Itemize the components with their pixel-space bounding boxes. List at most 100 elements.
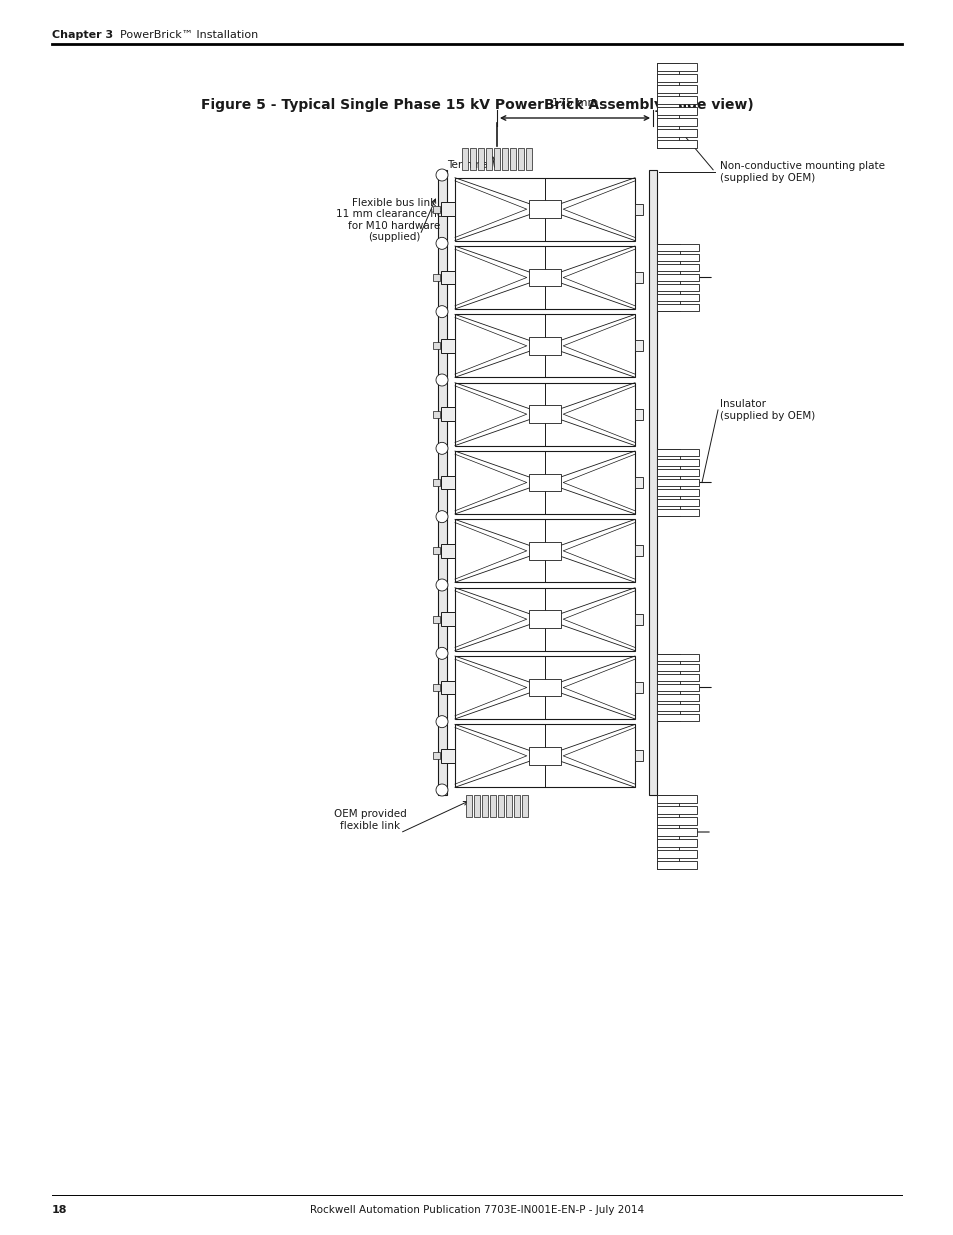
Circle shape [436,784,448,797]
Bar [517,148,523,170]
Bar [528,200,560,217]
Circle shape [436,237,448,249]
Bar [440,748,455,763]
Bar [657,818,697,825]
Bar [635,409,642,420]
Bar [455,246,635,309]
Bar [440,408,455,421]
Bar [635,614,642,625]
Bar [657,96,697,104]
Bar [635,477,642,488]
Bar [455,178,635,241]
Bar [657,243,699,251]
Bar [657,509,699,516]
Bar [657,140,697,148]
Bar [455,725,635,787]
Circle shape [436,579,448,592]
Bar [501,148,507,170]
Bar [505,795,512,818]
Bar [433,479,439,487]
Bar [657,674,699,682]
Bar [490,795,496,818]
Bar [657,63,697,70]
Bar [657,128,697,137]
Bar [440,203,455,216]
Bar [528,337,560,354]
Bar [528,474,560,492]
Bar [657,663,699,672]
Bar [455,383,635,446]
Bar [657,839,697,847]
Bar [635,545,642,557]
Bar [528,747,560,764]
Bar [635,682,642,693]
Bar [657,684,699,692]
Bar [528,610,560,627]
Bar [474,795,479,818]
Bar [528,679,560,697]
Text: Insulator
(supplied by OEM): Insulator (supplied by OEM) [720,399,815,421]
Circle shape [436,715,448,727]
Bar [470,148,476,170]
Bar [657,284,699,291]
Bar [657,274,699,282]
Bar [657,694,699,701]
Bar [657,861,697,869]
Bar [440,613,455,626]
Bar [657,458,699,467]
Bar [477,148,483,170]
Bar [657,304,699,311]
Bar [440,338,455,353]
Bar [657,499,699,506]
Circle shape [436,374,448,387]
Circle shape [436,442,448,454]
Text: Terminal: Terminal [447,161,491,170]
Bar [657,827,697,836]
Bar [521,795,527,818]
Bar [657,294,699,301]
Bar [657,243,679,311]
Bar [657,795,697,803]
Bar [494,148,499,170]
Bar [657,704,699,711]
Text: Rockwell Automation Publication 7703E-IN001E-EN-P - July 2014: Rockwell Automation Publication 7703E-IN… [310,1205,643,1215]
Bar [528,405,560,422]
Bar [465,795,472,818]
Text: Flexible bus link
11 mm clearance hole
for M10 hardware
(supplied): Flexible bus link 11 mm clearance hole f… [335,198,452,242]
Bar [657,119,697,126]
Bar [525,148,532,170]
Bar [440,543,455,558]
Bar [657,479,699,487]
Bar [437,170,447,795]
Bar [528,542,560,559]
Bar [455,520,635,582]
Bar [497,795,503,818]
Bar [455,656,635,719]
Bar [657,795,679,869]
Bar [510,148,516,170]
Bar [481,795,488,818]
Bar [433,616,439,622]
Text: 175 mm: 175 mm [551,98,598,107]
Circle shape [436,510,448,522]
Text: Non-conductive mounting plate
(supplied by OEM): Non-conductive mounting plate (supplied … [720,162,884,183]
Bar [440,475,455,489]
Bar [657,74,697,82]
Bar [433,342,439,350]
Text: 18: 18 [52,1205,68,1215]
Bar [433,684,439,692]
Bar [485,148,492,170]
Bar [657,653,699,661]
Bar [455,588,635,651]
Text: Figure 5 - Typical Single Phase 15 kV PowerBrick Assembly (side view): Figure 5 - Typical Single Phase 15 kV Po… [200,98,753,112]
Bar [514,795,519,818]
Circle shape [436,169,448,182]
Bar [433,547,439,555]
Text: PowerBrick™ Installation: PowerBrick™ Installation [120,30,258,40]
Bar [657,806,697,814]
Bar [657,714,699,721]
Bar [433,274,439,282]
Bar [440,270,455,284]
Bar [657,653,679,721]
Bar [657,264,699,272]
